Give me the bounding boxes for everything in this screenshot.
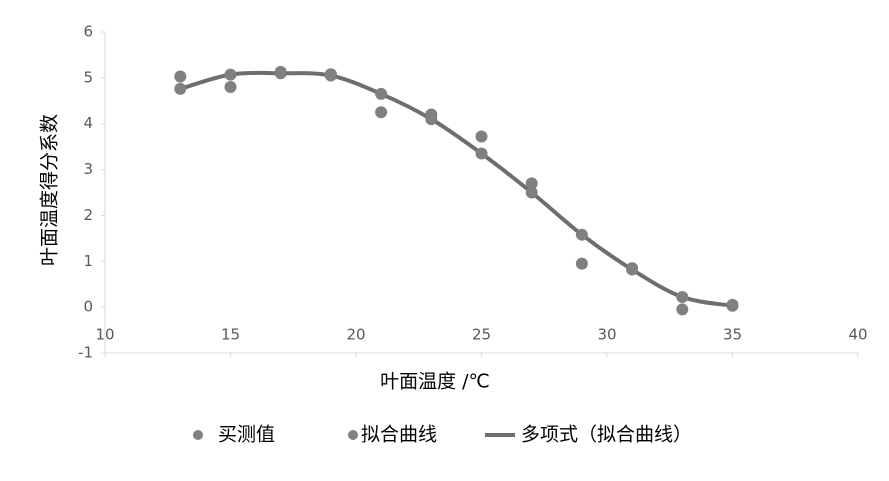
point [626,263,639,276]
y-tick-label: 6 [83,23,93,41]
legend-label: 拟合曲线 [361,424,437,446]
x-tick-label: 40 [848,326,867,344]
point [425,113,438,126]
point [575,228,588,241]
x-tick-label: 20 [346,326,365,344]
legend-label: 多项式（拟合曲线） [521,424,692,446]
y-tick-label: 1 [83,252,93,270]
point [174,82,187,95]
legend-label: 买测值 [218,424,275,446]
point [525,177,538,190]
point [375,87,388,100]
point [274,67,287,80]
x-tick-label: 30 [597,326,616,344]
point [324,69,337,82]
point [174,70,187,83]
x-tick-label: 25 [472,326,491,344]
legend-swatch [193,430,203,440]
point [375,106,388,119]
point [575,257,588,270]
y-tick-label: -1 [78,344,93,362]
legend-swatch [348,430,358,440]
y-tick-label: 0 [83,298,93,316]
point [525,186,538,199]
x-tick-label: 15 [221,326,240,344]
point [475,130,488,143]
y-axis-title: 叶面温度得分系数 [39,114,61,266]
y-tick-label: 5 [83,68,93,86]
y-tick-label: 3 [83,160,93,178]
x-tick-label: 35 [723,326,742,344]
x-tick-label: 10 [95,326,114,344]
point [726,299,739,312]
point [676,303,689,316]
trend-line [179,70,733,308]
point [224,81,237,94]
point [676,291,689,304]
y-tick-label: 2 [83,206,93,224]
x-axis-title: 叶面温度 /℃ [380,371,490,393]
point [224,68,237,81]
point [475,147,488,160]
y-tick-label: 4 [83,114,93,132]
